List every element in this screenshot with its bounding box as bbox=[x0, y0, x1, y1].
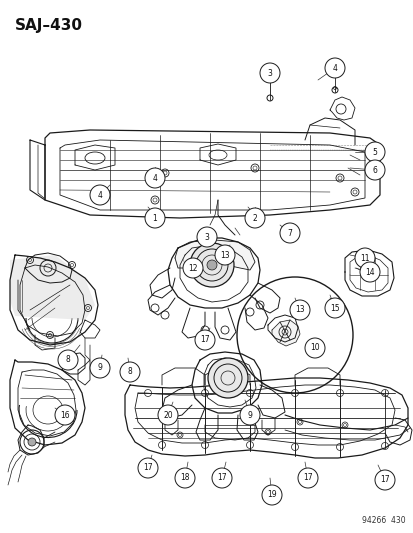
Circle shape bbox=[90, 358, 110, 378]
Text: 17: 17 bbox=[200, 335, 209, 344]
Text: 3: 3 bbox=[267, 69, 272, 77]
Circle shape bbox=[195, 330, 214, 350]
Circle shape bbox=[211, 468, 231, 488]
Circle shape bbox=[214, 245, 235, 265]
Circle shape bbox=[206, 260, 216, 270]
Text: 4: 4 bbox=[97, 190, 102, 199]
Text: 11: 11 bbox=[359, 254, 369, 262]
Text: 7: 7 bbox=[287, 229, 292, 238]
Text: 4: 4 bbox=[152, 174, 157, 182]
Polygon shape bbox=[10, 255, 95, 320]
Circle shape bbox=[374, 470, 394, 490]
Circle shape bbox=[364, 160, 384, 180]
Circle shape bbox=[90, 185, 110, 205]
Circle shape bbox=[28, 438, 36, 446]
Polygon shape bbox=[175, 240, 254, 270]
Circle shape bbox=[145, 168, 165, 188]
Text: 10: 10 bbox=[309, 343, 319, 352]
Text: 13: 13 bbox=[294, 305, 304, 314]
Circle shape bbox=[58, 350, 78, 370]
Polygon shape bbox=[271, 320, 299, 346]
Text: 16: 16 bbox=[60, 410, 70, 419]
Circle shape bbox=[304, 338, 324, 358]
Circle shape bbox=[297, 468, 317, 488]
Text: 5: 5 bbox=[372, 148, 377, 157]
Circle shape bbox=[359, 262, 379, 282]
Text: 20: 20 bbox=[163, 410, 172, 419]
Text: 9: 9 bbox=[97, 364, 102, 373]
Text: 17: 17 bbox=[217, 473, 226, 482]
Circle shape bbox=[259, 63, 279, 83]
Circle shape bbox=[145, 208, 165, 228]
Circle shape bbox=[158, 405, 178, 425]
Text: 6: 6 bbox=[372, 166, 377, 174]
Text: 8: 8 bbox=[127, 367, 132, 376]
Text: 94266  430: 94266 430 bbox=[361, 516, 405, 525]
Text: 9: 9 bbox=[247, 410, 252, 419]
Text: 18: 18 bbox=[180, 473, 189, 482]
Circle shape bbox=[138, 458, 158, 478]
Text: 17: 17 bbox=[302, 473, 312, 482]
Circle shape bbox=[120, 362, 140, 382]
Text: 13: 13 bbox=[220, 251, 229, 260]
Circle shape bbox=[175, 468, 195, 488]
Text: 15: 15 bbox=[330, 303, 339, 312]
Circle shape bbox=[261, 485, 281, 505]
Circle shape bbox=[244, 208, 264, 228]
Text: 1: 1 bbox=[152, 214, 157, 222]
Circle shape bbox=[324, 298, 344, 318]
Text: 14: 14 bbox=[364, 268, 374, 277]
Text: 8: 8 bbox=[66, 356, 70, 365]
Circle shape bbox=[55, 405, 75, 425]
Circle shape bbox=[279, 223, 299, 243]
Circle shape bbox=[324, 58, 344, 78]
Text: 2: 2 bbox=[252, 214, 257, 222]
Circle shape bbox=[289, 300, 309, 320]
Circle shape bbox=[183, 258, 202, 278]
Text: 17: 17 bbox=[379, 475, 389, 484]
Text: 17: 17 bbox=[143, 464, 152, 472]
Text: 19: 19 bbox=[266, 490, 276, 499]
Text: SAJ–430: SAJ–430 bbox=[15, 18, 83, 33]
Text: 3: 3 bbox=[204, 232, 209, 241]
Circle shape bbox=[354, 248, 374, 268]
Circle shape bbox=[364, 142, 384, 162]
Circle shape bbox=[207, 358, 247, 398]
Circle shape bbox=[240, 405, 259, 425]
Circle shape bbox=[190, 243, 233, 287]
Circle shape bbox=[197, 227, 216, 247]
Text: 12: 12 bbox=[188, 263, 197, 272]
Text: 4: 4 bbox=[332, 63, 337, 72]
